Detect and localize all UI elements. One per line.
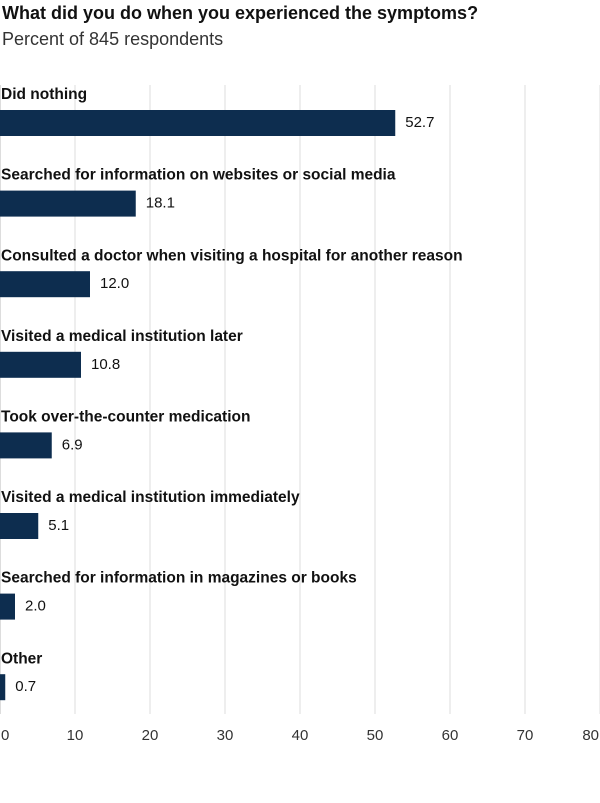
category-label: Visited a medical institution later [1, 328, 243, 345]
value-label: 18.1 [146, 195, 175, 212]
value-label: 12.0 [100, 275, 129, 292]
x-tick-label: 80 [582, 727, 599, 744]
x-tick-label: 10 [67, 727, 84, 744]
value-label: 0.7 [15, 678, 36, 695]
bar [0, 351, 81, 378]
category-label: Searched for information in magazines or… [1, 570, 357, 587]
chart-subtitle: Percent of 845 respondents [2, 29, 223, 49]
bar [0, 110, 396, 136]
value-label: 5.1 [48, 517, 69, 534]
x-tick-label: 30 [217, 727, 234, 744]
x-tick-label: 60 [442, 727, 459, 744]
value-label: 52.7 [405, 114, 434, 131]
bar [0, 674, 6, 701]
bar [0, 513, 39, 539]
value-label: 6.9 [62, 436, 83, 453]
x-tick-label: 70 [517, 727, 534, 744]
value-label: 10.8 [91, 356, 120, 373]
value-label: 2.0 [25, 598, 46, 615]
category-label: Consulted a doctor when visiting a hospi… [1, 247, 463, 264]
category-label: Searched for information on websites or … [1, 167, 396, 184]
category-label: Took over-the-counter medication [1, 408, 250, 425]
bar [0, 271, 90, 298]
bar [0, 593, 15, 620]
chart-title: What did you do when you experienced the… [2, 3, 478, 23]
x-tick-label: 50 [367, 727, 384, 744]
category-label: Visited a medical institution immediatel… [1, 489, 300, 506]
bar [0, 432, 52, 459]
x-tick-label: 20 [142, 727, 159, 744]
x-tick-label: 0 [1, 727, 9, 744]
bar [0, 190, 136, 217]
x-tick-label: 40 [292, 727, 309, 744]
category-label: Did nothing [1, 86, 87, 103]
category-label: Other [1, 650, 42, 667]
